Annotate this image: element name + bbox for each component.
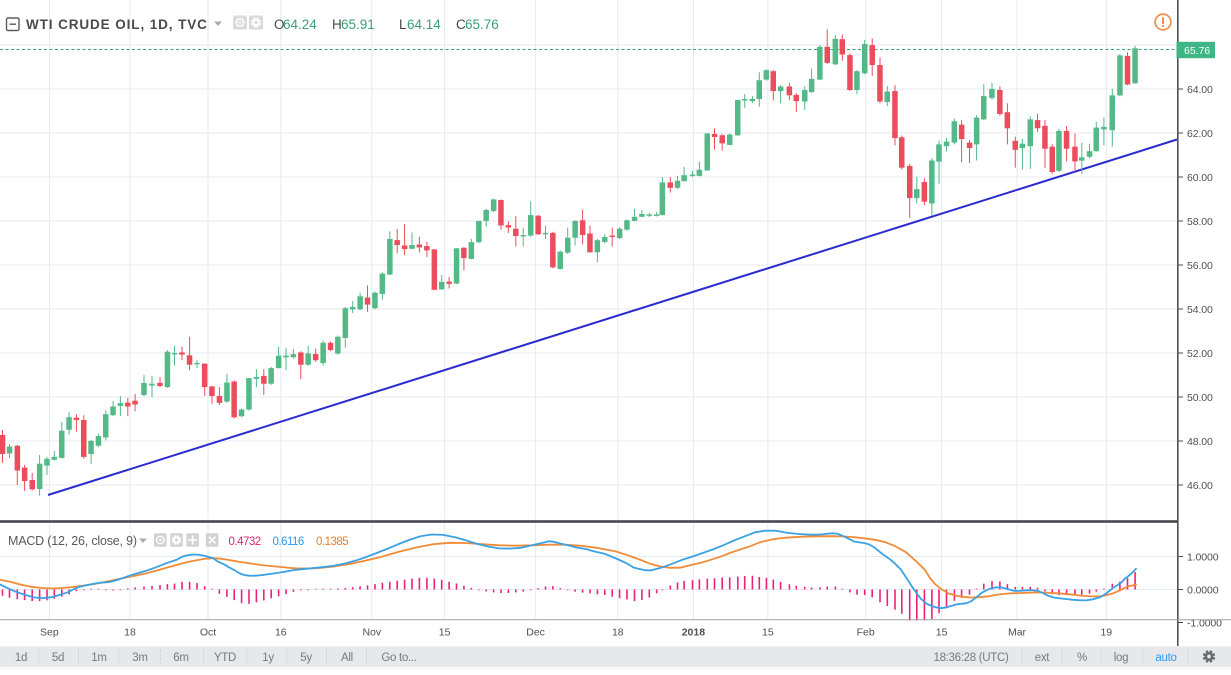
svg-text:ext: ext: [1035, 652, 1051, 664]
svg-text:YTD: YTD: [214, 652, 236, 664]
svg-text:1y: 1y: [262, 652, 274, 664]
svg-text:%: %: [1077, 652, 1087, 664]
svg-text:0.4732: 0.4732: [229, 536, 261, 548]
svg-text:1.0000: 1.0000: [1187, 551, 1219, 563]
svg-text:Sep: Sep: [40, 627, 59, 639]
svg-text:54.00: 54.00: [1187, 304, 1213, 316]
svg-text:16: 16: [275, 627, 287, 639]
svg-text:Nov: Nov: [362, 627, 381, 639]
svg-text:62.00: 62.00: [1187, 128, 1213, 140]
svg-text:1d: 1d: [15, 652, 27, 664]
svg-text:56.00: 56.00: [1187, 260, 1213, 272]
svg-text:60.00: 60.00: [1187, 172, 1213, 184]
svg-text:Dec: Dec: [526, 627, 545, 639]
svg-text:15: 15: [936, 627, 948, 639]
svg-text:auto: auto: [1155, 652, 1176, 664]
svg-text:64.00: 64.00: [1187, 84, 1213, 96]
svg-text:46.00: 46.00: [1187, 480, 1213, 492]
svg-text:MACD (12, 26, close, 9): MACD (12, 26, close, 9): [8, 534, 137, 548]
svg-text:log: log: [1114, 652, 1128, 664]
svg-text:48.00: 48.00: [1187, 436, 1213, 448]
svg-text:65.76: 65.76: [1184, 45, 1210, 57]
svg-text:52.00: 52.00: [1187, 348, 1213, 360]
svg-text:5y: 5y: [300, 652, 312, 664]
svg-text:19: 19: [1100, 627, 1112, 639]
svg-text:0.1385: 0.1385: [316, 536, 348, 548]
svg-text:6m: 6m: [173, 652, 188, 664]
svg-text:0.0000: 0.0000: [1187, 584, 1219, 596]
svg-text:58.00: 58.00: [1187, 216, 1213, 228]
svg-text:Oct: Oct: [200, 627, 216, 639]
svg-text:15: 15: [762, 627, 774, 639]
svg-text:Go to...: Go to...: [381, 652, 416, 664]
svg-text:18: 18: [612, 627, 624, 639]
svg-text:18:36:28 (UTC): 18:36:28 (UTC): [933, 652, 1009, 664]
svg-text:-1.0000: -1.0000: [1187, 617, 1222, 629]
svg-text:WTI CRUDE OIL, 1D, TVC: WTI CRUDE OIL, 1D, TVC: [26, 17, 208, 32]
svg-text:5d: 5d: [52, 652, 64, 664]
svg-text:65.91: 65.91: [341, 17, 375, 32]
svg-text:Mar: Mar: [1008, 627, 1027, 639]
svg-text:All: All: [341, 652, 353, 664]
svg-text:2018: 2018: [682, 627, 706, 639]
svg-text:50.00: 50.00: [1187, 392, 1213, 404]
svg-text:65.76: 65.76: [465, 17, 499, 32]
svg-text:18: 18: [124, 627, 136, 639]
svg-text:1m: 1m: [91, 652, 106, 664]
svg-text:64.14: 64.14: [407, 17, 441, 32]
svg-text:Feb: Feb: [857, 627, 875, 639]
svg-text:15: 15: [439, 627, 451, 639]
svg-text:L: L: [399, 17, 407, 32]
svg-text:64.24: 64.24: [283, 17, 317, 32]
svg-text:0.6116: 0.6116: [273, 536, 304, 548]
svg-text:3m: 3m: [132, 652, 147, 664]
